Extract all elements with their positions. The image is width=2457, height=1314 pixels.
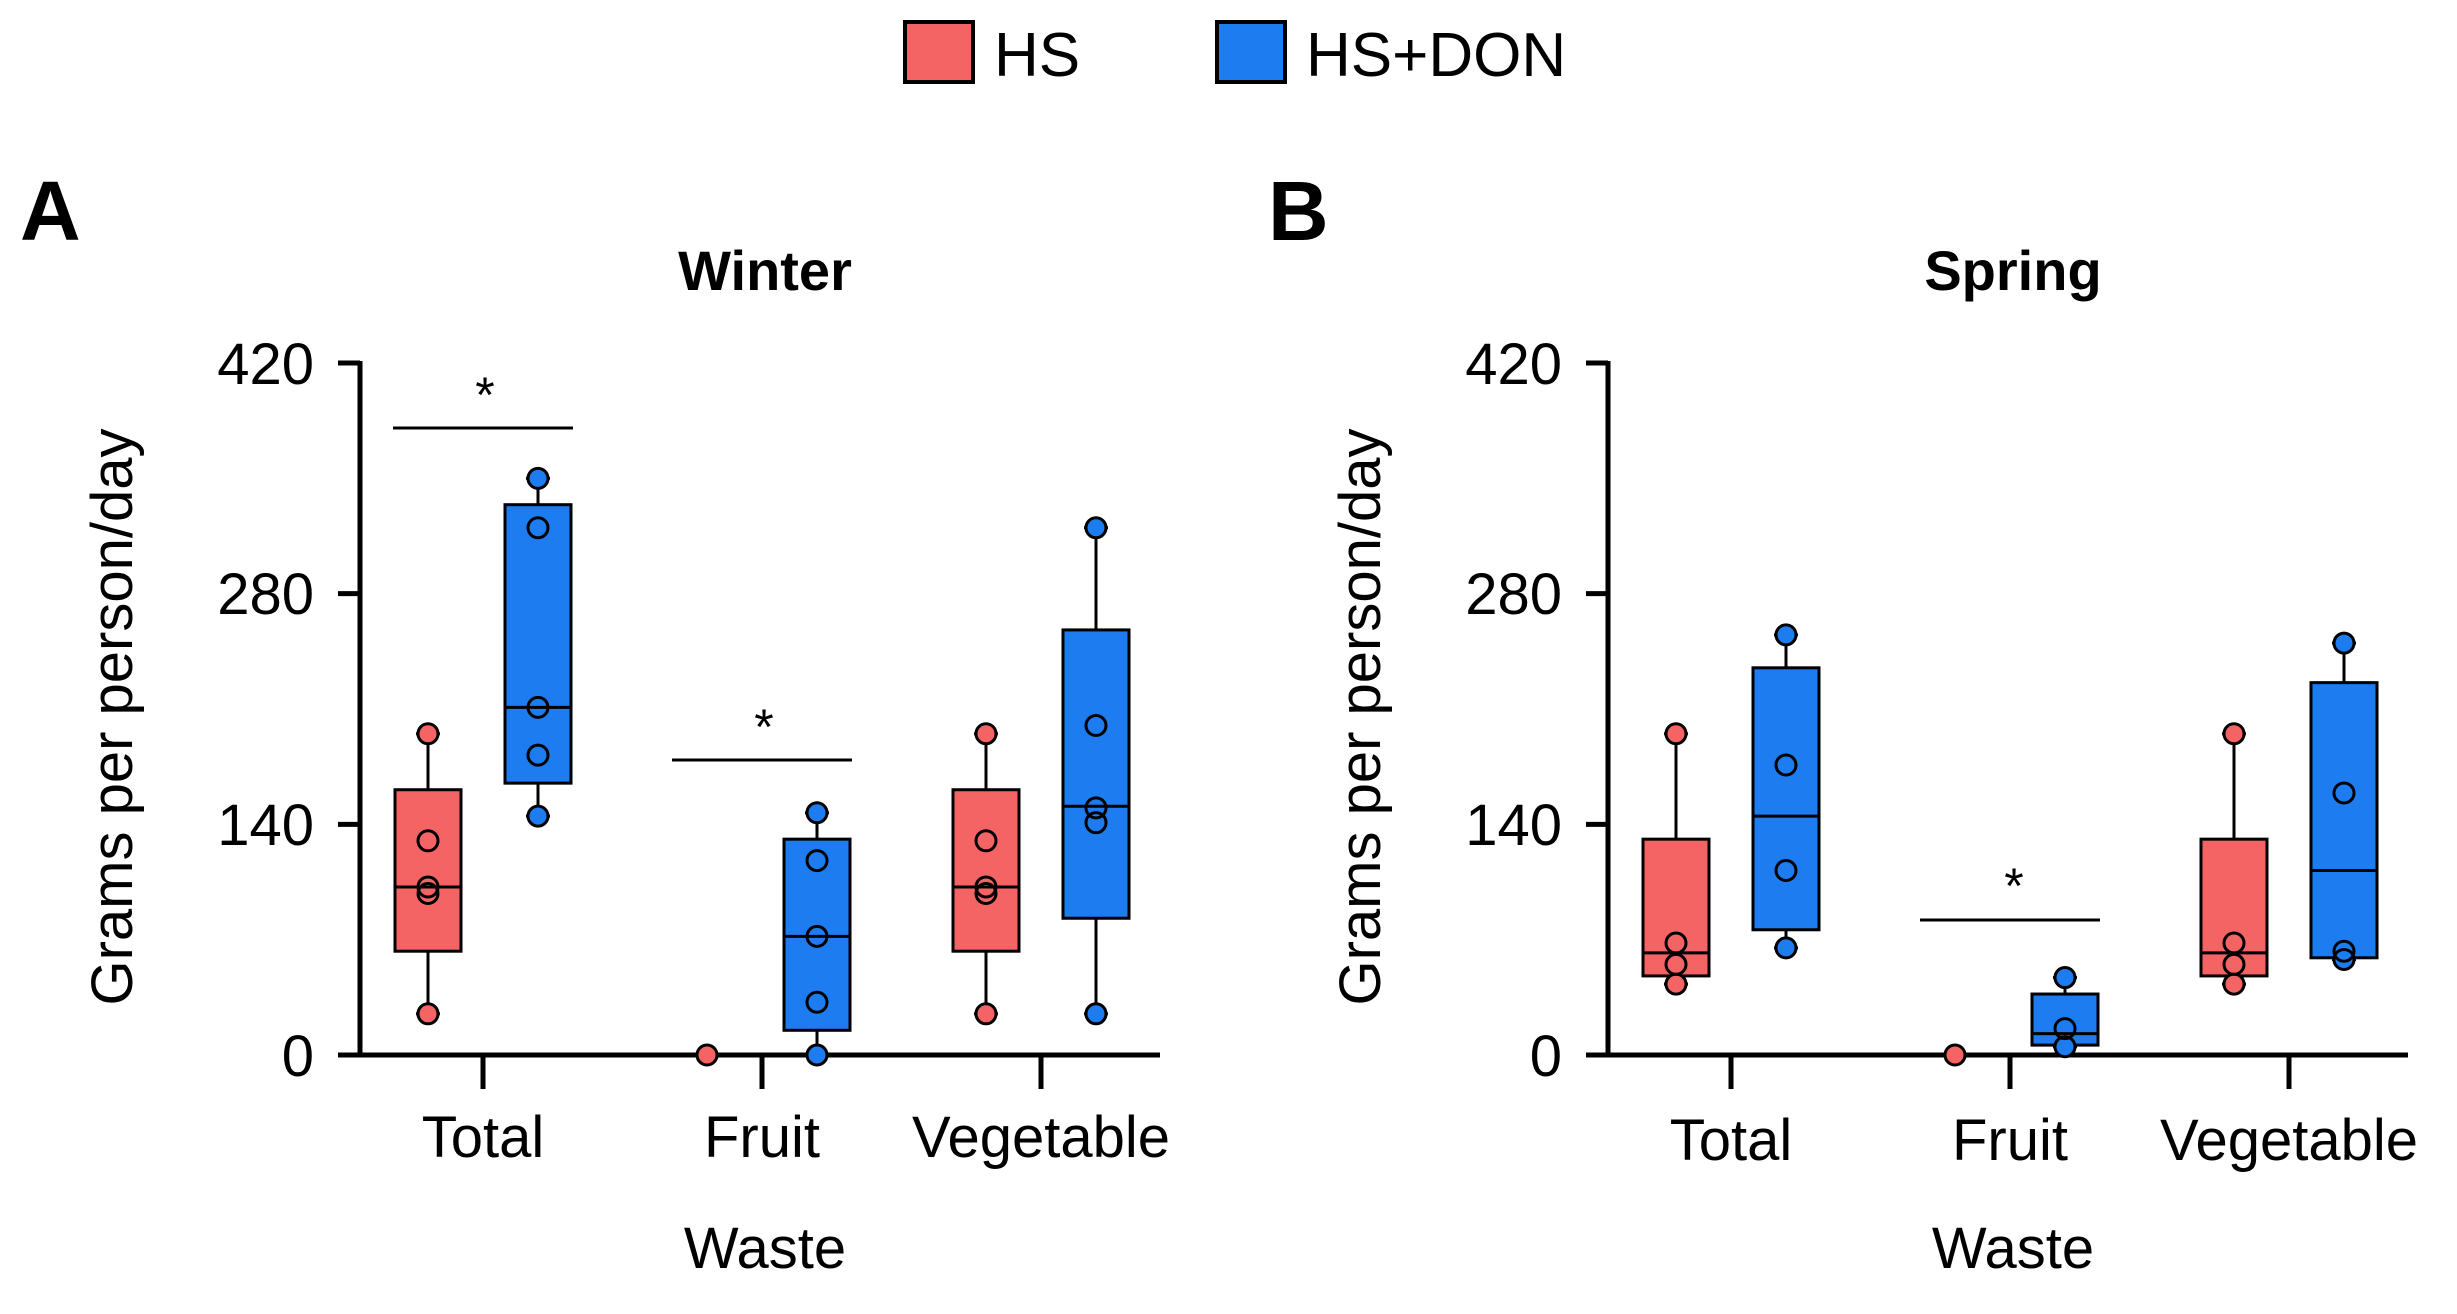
x-tick-label: Fruit: [1952, 1108, 2068, 1173]
data-point: [974, 1002, 998, 1026]
chart-title: Winter: [678, 239, 852, 302]
data-point: [1943, 1043, 1967, 1067]
data-point: [974, 882, 998, 906]
x-tick-label: Fruit: [704, 1105, 820, 1170]
data-point: [1774, 936, 1798, 960]
box: [393, 788, 463, 953]
box: [951, 788, 1021, 953]
x-tick-label: Total: [422, 1105, 545, 1170]
y-tick-label: 0: [282, 1024, 314, 1089]
data-point: [2053, 1017, 2077, 1041]
data-point: [526, 695, 550, 719]
data-point: [2053, 1035, 2077, 1059]
legend: HS HS+DON: [903, 20, 1566, 90]
data-point: [526, 743, 550, 767]
box: [2309, 681, 2379, 960]
data-point: [805, 924, 829, 948]
significance-star: *: [475, 367, 494, 423]
data-point: [416, 829, 440, 853]
data-point: [1084, 516, 1108, 540]
data-point: [1774, 623, 1798, 647]
data-point: [1774, 753, 1798, 777]
box: [1061, 628, 1131, 920]
data-point: [974, 829, 998, 853]
data-point: [526, 466, 550, 490]
data-point: [974, 722, 998, 746]
x-tick-label: Total: [1670, 1108, 1793, 1173]
panel-a: A Winter Grams per person/day Waste 0 14…: [20, 164, 1170, 1281]
data-point: [416, 875, 440, 899]
box: [782, 837, 852, 1032]
x-axis-title: Waste: [684, 1216, 846, 1281]
panel-letter: B: [1268, 164, 1329, 258]
data-point: [1664, 972, 1688, 996]
x-tick-label: Vegetable: [912, 1105, 1170, 1170]
x-tick-label: Vegetable: [2160, 1108, 2418, 1173]
data-point: [2053, 966, 2077, 990]
y-tick-label: 280: [1465, 562, 1562, 627]
data-point: [805, 849, 829, 873]
data-point: [416, 722, 440, 746]
data-point: [416, 1002, 440, 1026]
data-point: [1084, 713, 1108, 737]
data-point: [2222, 931, 2246, 955]
significance-star: *: [754, 699, 773, 755]
y-tick-label: 420: [217, 332, 314, 397]
data-point: [2332, 631, 2356, 655]
data-point: [805, 990, 829, 1014]
box: [503, 503, 573, 785]
chart-title: Spring: [1924, 239, 2101, 302]
significance-star: *: [2004, 858, 2023, 914]
data-point: [2222, 972, 2246, 996]
legend-swatch-hs-don: [1215, 20, 1287, 84]
data-point: [1084, 1002, 1108, 1026]
y-tick-label: 140: [217, 793, 314, 858]
x-axis-title: Waste: [1932, 1216, 2094, 1281]
legend-swatch-hs: [903, 20, 975, 84]
data-point: [2222, 722, 2246, 746]
data-point: [526, 804, 550, 828]
legend-label-hs-don: HS+DON: [1306, 21, 1566, 90]
y-tick-label: 0: [1530, 1024, 1562, 1089]
data-point: [2332, 939, 2356, 963]
plot-area: [338, 360, 1160, 1089]
box: [1751, 666, 1821, 932]
y-tick-label: 420: [1465, 332, 1562, 397]
data-point: [2332, 947, 2356, 971]
data-point: [526, 516, 550, 540]
legend-label-hs: HS: [994, 21, 1080, 90]
panel-b: B Spring Grams per person/day Waste 0 14…: [1268, 164, 2418, 1281]
data-point: [1664, 931, 1688, 955]
data-point: [1664, 722, 1688, 746]
y-tick-label: 140: [1465, 793, 1562, 858]
data-point: [2332, 781, 2356, 805]
data-point: [1084, 811, 1108, 835]
y-tick-label: 280: [217, 562, 314, 627]
plot-area: [1586, 360, 2408, 1089]
y-axis-title: Grams per person/day: [80, 428, 145, 1005]
data-point: [416, 882, 440, 906]
data-point: [805, 1043, 829, 1067]
y-axis-title: Grams per person/day: [1328, 428, 1393, 1005]
data-point: [805, 801, 829, 825]
data-point: [1084, 796, 1108, 820]
data-point: [974, 875, 998, 899]
data-point: [695, 1043, 719, 1067]
panel-letter: A: [20, 164, 81, 258]
data-point: [1774, 858, 1798, 882]
